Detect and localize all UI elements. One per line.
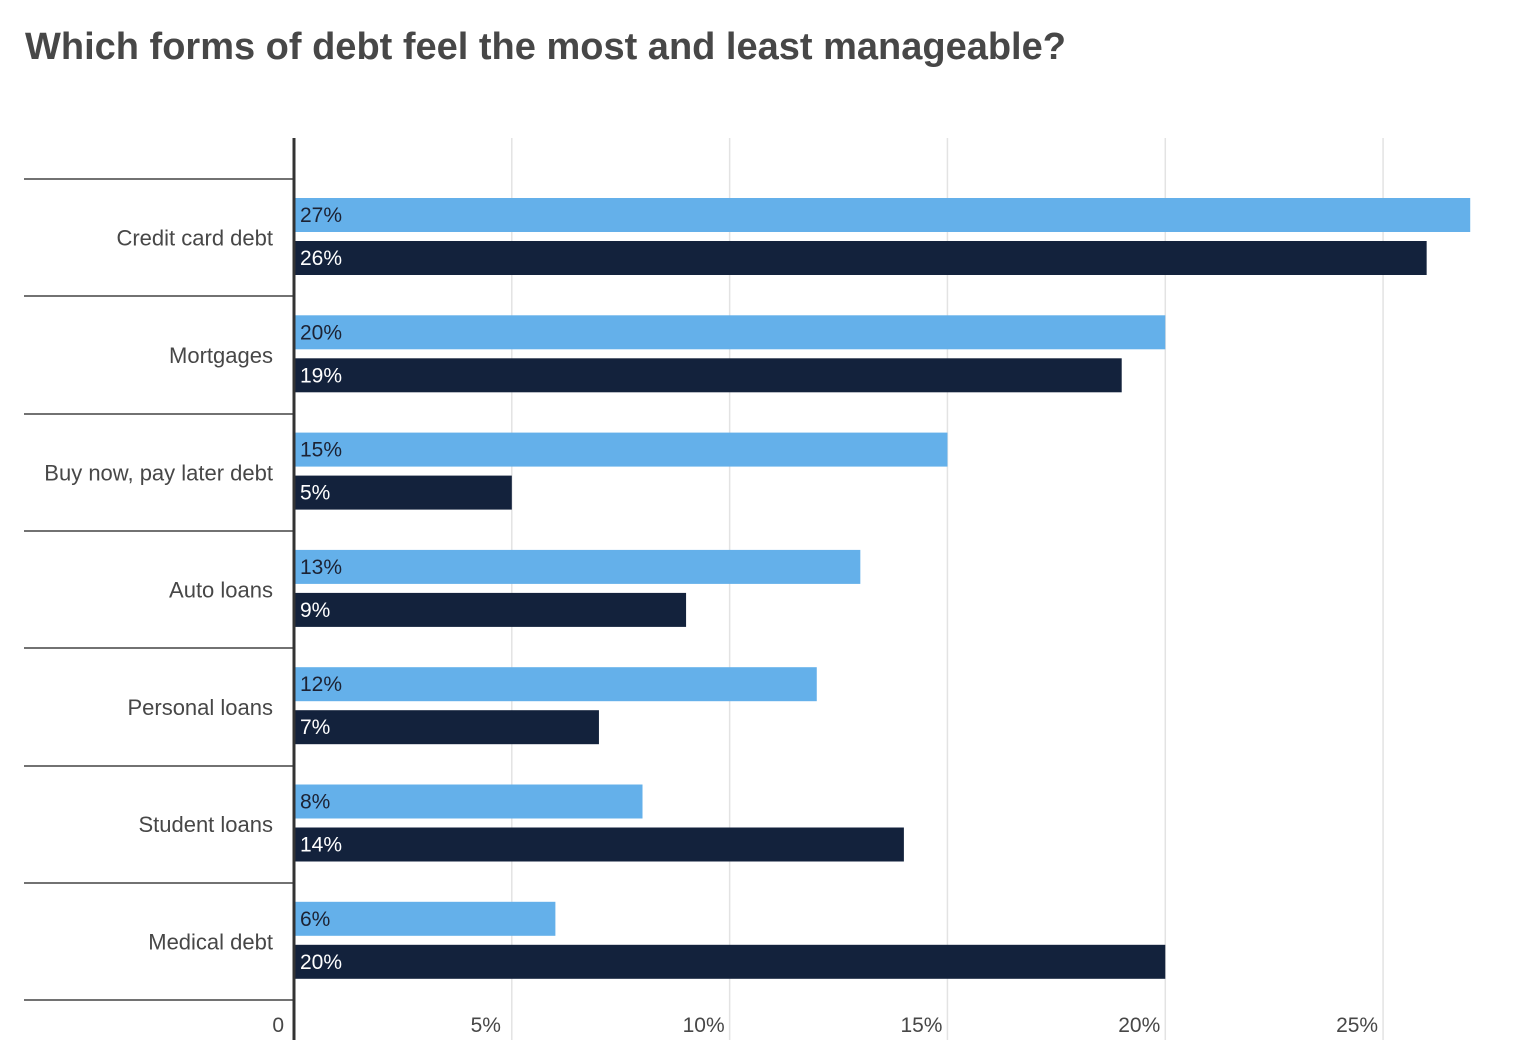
- category-separators: [24, 178, 294, 1001]
- category-label: Buy now, pay later debt: [44, 460, 273, 485]
- category-label: Auto loans: [169, 578, 273, 603]
- x-tick-label: 15%: [900, 1014, 942, 1037]
- category-labels: Credit card debt Mortgages Buy now, pay la…: [44, 226, 273, 955]
- chart-title: Which forms of debt feel the most and le…: [25, 26, 1066, 68]
- bars: 27% 26% 20% 19% 15% 5% 13% 9% 12% 7% 8% 14% 6% 20%: [294, 198, 1471, 979]
- category-label: Credit card debt: [116, 226, 273, 251]
- bar-most: [294, 315, 1166, 350]
- bar-value-label: 13%: [300, 556, 342, 579]
- bar-value-label: 9%: [300, 599, 330, 622]
- bar-least: [294, 827, 904, 862]
- category-label: Personal loans: [127, 695, 273, 720]
- x-tick-label: 0: [272, 1014, 284, 1037]
- bar-most: [294, 198, 1471, 232]
- bar-value-label: 20%: [300, 951, 342, 974]
- category-label: Mortgages: [169, 343, 273, 368]
- bar-most: [294, 784, 643, 819]
- category-label: Medical debt: [148, 929, 273, 954]
- category-label: Student loans: [138, 812, 273, 837]
- bar-value-label: 19%: [300, 364, 342, 387]
- x-tick-label: 5%: [471, 1014, 501, 1037]
- bar-least: [294, 358, 1122, 393]
- bar-least: [294, 944, 1166, 979]
- bar-value-label: 7%: [300, 716, 330, 739]
- bar-most: [294, 432, 948, 467]
- bar-most: [294, 901, 556, 936]
- bar-least: [294, 710, 599, 745]
- bar-value-label: 26%: [300, 247, 342, 270]
- bar-most: [294, 549, 861, 584]
- x-tick-label: 25%: [1336, 1014, 1378, 1037]
- bar-value-label: 14%: [300, 834, 342, 857]
- bar-value-label: 27%: [300, 204, 342, 227]
- bar-value-label: 15%: [300, 439, 342, 462]
- bar-value-label: 8%: [300, 791, 330, 814]
- gridlines: [511, 138, 1384, 1040]
- bar-most: [294, 667, 817, 702]
- x-axis-tick-labels: 0 5% 10% 15% 20% 25%: [272, 1014, 1378, 1037]
- bar-least: [294, 241, 1427, 275]
- bar-value-label: 6%: [300, 908, 330, 931]
- bar-value-label: 12%: [300, 673, 342, 696]
- bar-value-label: 20%: [300, 321, 342, 344]
- bar-value-label: 5%: [300, 482, 330, 505]
- x-tick-label: 20%: [1118, 1014, 1160, 1037]
- bar-least: [294, 475, 512, 510]
- bar-least: [294, 592, 687, 627]
- x-tick-label: 10%: [683, 1014, 725, 1037]
